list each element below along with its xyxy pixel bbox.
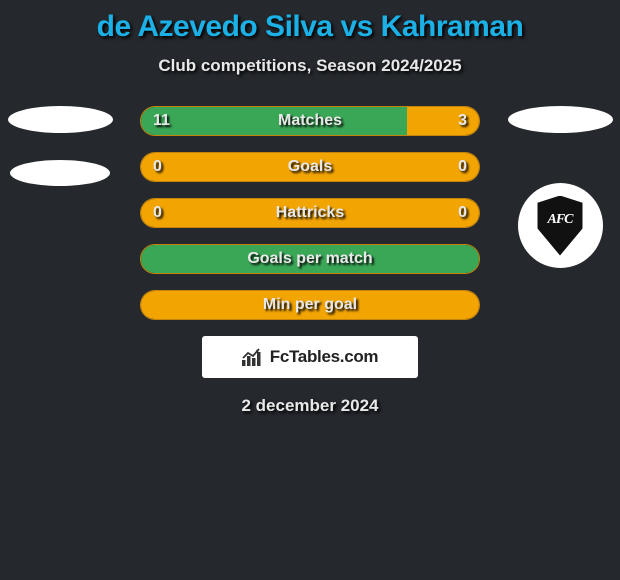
club-shield-letters: AFC <box>547 212 572 228</box>
player-left-silhouette-2 <box>10 160 110 186</box>
bar-fill-right <box>407 107 479 135</box>
bar-fill-left <box>141 245 479 273</box>
page-title: de Azevedo Silva vs Kahraman <box>0 0 620 44</box>
page-subtitle: Club competitions, Season 2024/2025 <box>0 56 620 76</box>
bar-fill-right <box>141 199 479 227</box>
player-right-silhouette-1 <box>508 106 613 133</box>
compare-area: AFC 113Matches 00Goals 00Hattricks Goals pe… <box>0 106 620 320</box>
stat-bar: 113Matches <box>140 106 480 136</box>
club-shield-icon: AFC <box>535 196 585 256</box>
bar-fill-right <box>141 153 479 181</box>
player-left-col <box>0 106 120 186</box>
fctables-logo: FcTables.com <box>202 336 418 378</box>
logo-text: FcTables.com <box>270 347 379 367</box>
logo-chart-icon <box>242 348 264 366</box>
bar-fill-right <box>141 291 479 319</box>
stat-bar: Min per goal <box>140 290 480 320</box>
player-right-col: AFC <box>500 106 620 268</box>
bars-container: 113Matches 00Goals 00Hattricks Goals per ma… <box>140 106 480 320</box>
bar-fill-left <box>141 107 407 135</box>
page-date: 2 december 2024 <box>0 396 620 416</box>
stat-bar: Goals per match <box>140 244 480 274</box>
player-left-silhouette-1 <box>8 106 113 133</box>
club-badge-right: AFC <box>518 183 603 268</box>
stat-bar: 00Goals <box>140 152 480 182</box>
stat-bar: 00Hattricks <box>140 198 480 228</box>
